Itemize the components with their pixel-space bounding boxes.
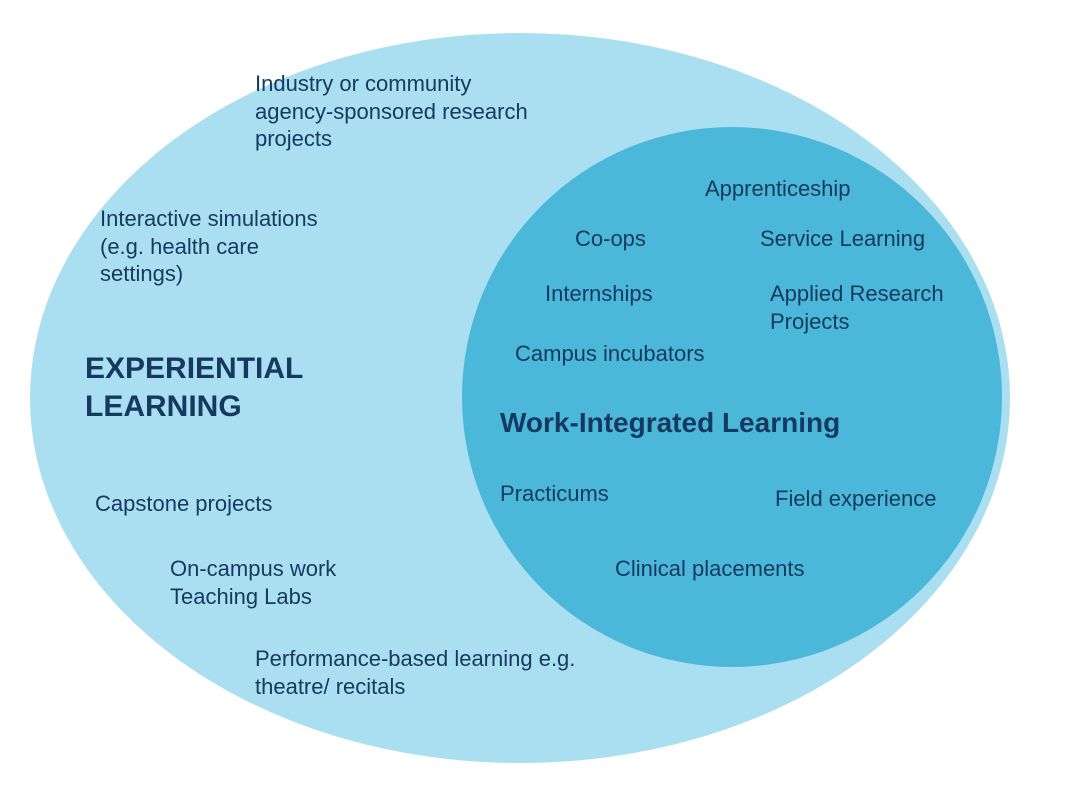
outer-item-interactive-sim: Interactive simulations (e.g. health car… [100, 205, 318, 288]
outer-item-capstone: Capstone projects [95, 490, 272, 518]
outer-title: EXPERIENTIAL LEARNING [85, 350, 303, 425]
outer-item-industry-research: Industry or community agency-sponsored r… [255, 70, 528, 153]
inner-item-internships: Internships [545, 280, 653, 308]
inner-item-applied-research: Applied Research Projects [770, 280, 944, 335]
inner-title: Work-Integrated Learning [500, 405, 840, 440]
inner-item-coops: Co-ops [575, 225, 646, 253]
inner-item-service-learning: Service Learning [760, 225, 925, 253]
inner-circle-shape [462, 127, 1002, 667]
inner-item-practicums: Practicums [500, 480, 609, 508]
inner-item-field-exp: Field experience [775, 485, 936, 513]
inner-item-apprenticeship: Apprenticeship [705, 175, 851, 203]
outer-item-performance: Performance-based learning e.g. theatre/… [255, 645, 575, 700]
inner-item-campus-incubators: Campus incubators [515, 340, 705, 368]
outer-item-oncampus-labs: On-campus work Teaching Labs [170, 555, 336, 610]
inner-item-clinical: Clinical placements [615, 555, 805, 583]
